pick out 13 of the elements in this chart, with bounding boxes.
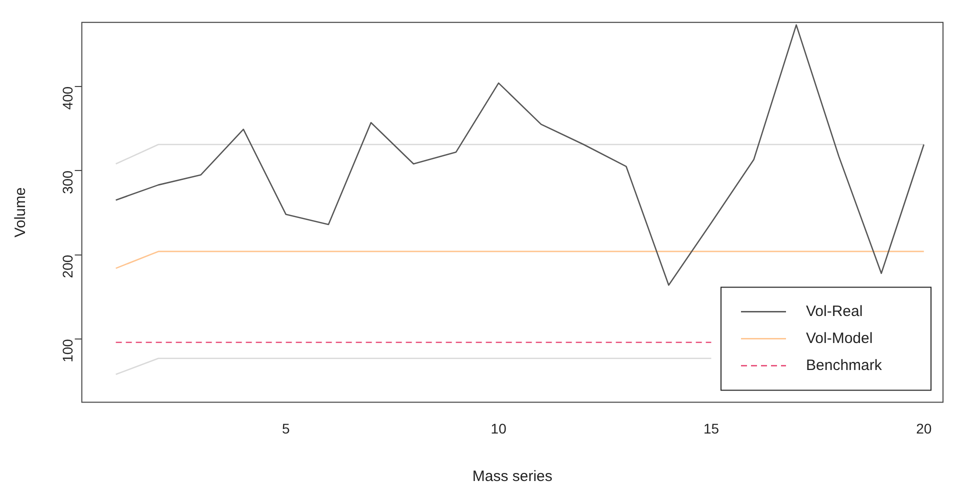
y-tick-label: 300 <box>60 170 76 194</box>
y-tick-label: 100 <box>60 338 76 362</box>
x-axis-title: Mass series <box>472 468 552 486</box>
legend-label: Vol-Model <box>806 330 873 347</box>
y-tick-label: 400 <box>60 86 76 110</box>
y-axis-title: Volume <box>12 187 30 238</box>
x-tick-label: 15 <box>703 420 720 436</box>
legend-label: Vol-Real <box>806 302 863 320</box>
legend-label: Benchmark <box>806 356 882 374</box>
x-tick-label: 5 <box>282 420 290 436</box>
y-tick-label: 200 <box>60 254 76 278</box>
x-tick-label: 20 <box>916 420 932 436</box>
x-tick-label: 10 <box>490 420 507 436</box>
